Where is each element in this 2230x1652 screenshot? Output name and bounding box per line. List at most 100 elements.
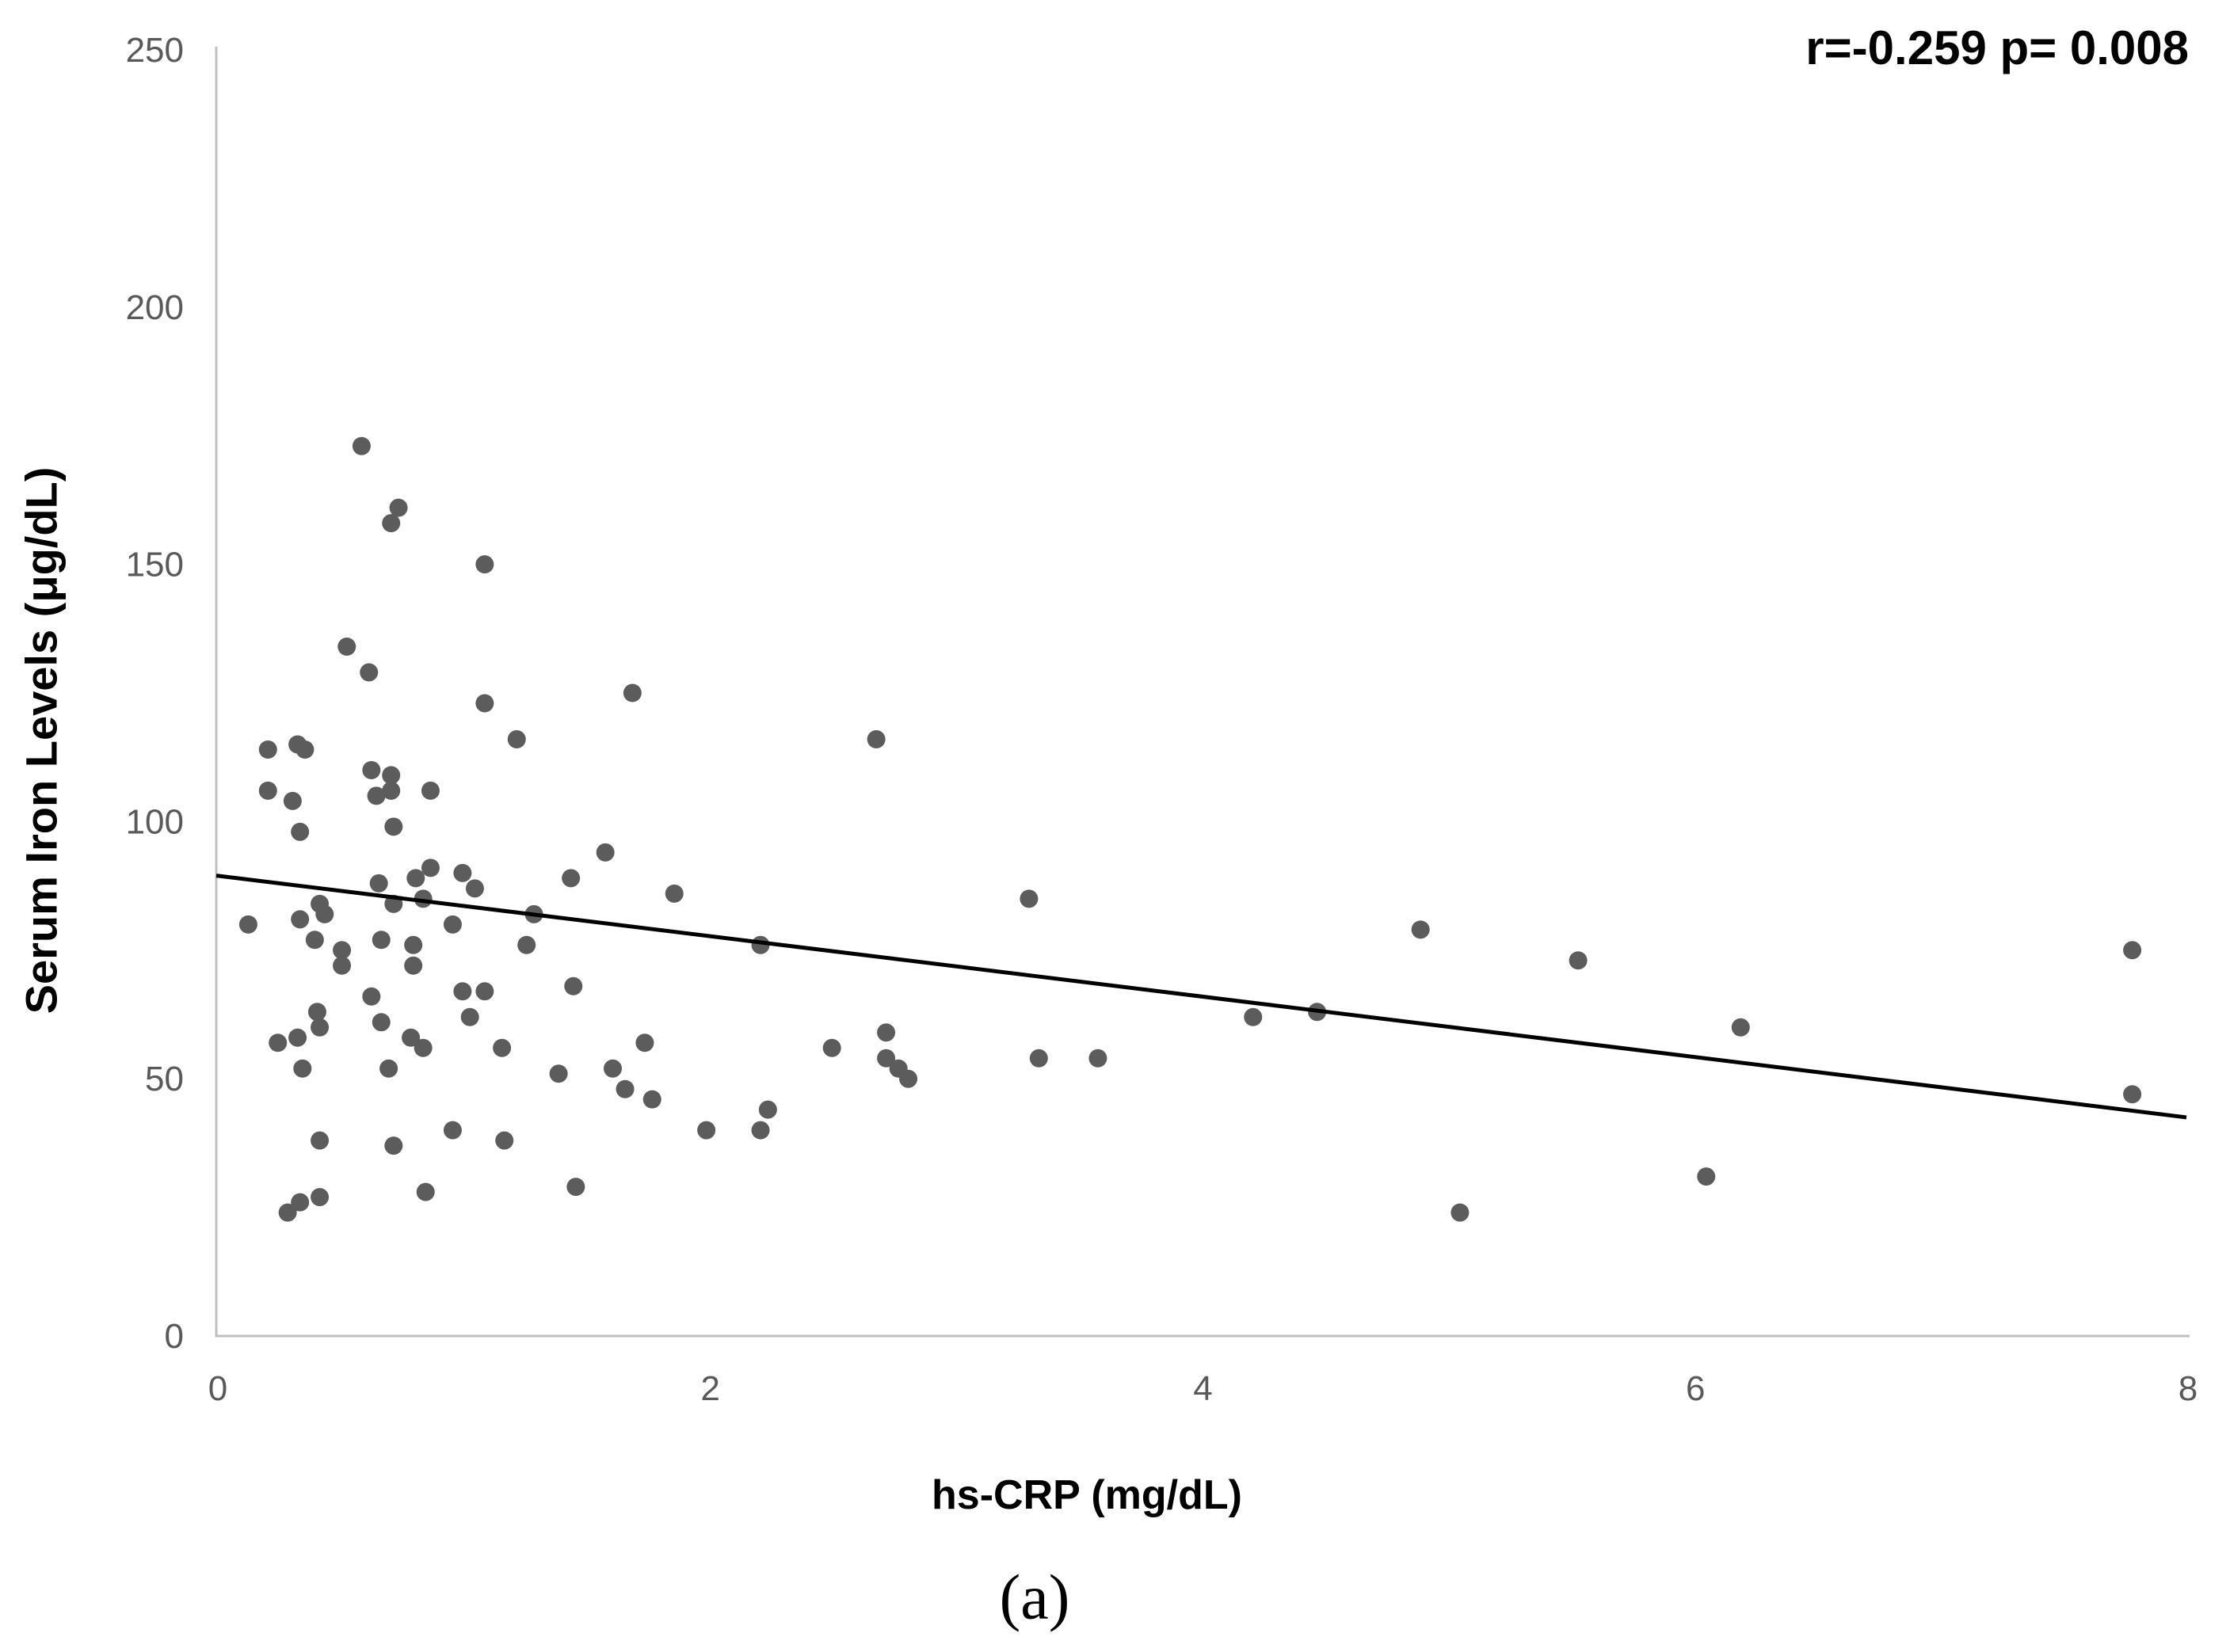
- data-point: [2123, 941, 2142, 960]
- data-point: [369, 874, 388, 893]
- data-point: [1020, 889, 1039, 908]
- data-point: [421, 858, 440, 877]
- subfigure-caption: (a): [999, 1563, 1070, 1633]
- data-point: [291, 1193, 310, 1212]
- data-point: [311, 1131, 330, 1150]
- data-point: [311, 1188, 330, 1207]
- data-point: [623, 683, 642, 702]
- data-point: [283, 791, 302, 810]
- data-point: [258, 740, 277, 759]
- data-point: [517, 935, 536, 954]
- data-point: [1244, 1007, 1263, 1026]
- data-point: [404, 935, 423, 954]
- correlation-annotation: r=-0.259 p= 0.008: [1805, 21, 2189, 74]
- data-point: [367, 786, 386, 805]
- data-point: [562, 869, 581, 888]
- data-point: [269, 1033, 288, 1052]
- data-point: [384, 1136, 403, 1155]
- data-point: [414, 1038, 433, 1057]
- x-tick-label: 8: [2179, 1369, 2198, 1408]
- data-point: [1088, 1049, 1107, 1068]
- x-tick-label: 0: [208, 1369, 227, 1408]
- x-tick-label: 4: [1193, 1369, 1212, 1408]
- x-tick-label: 2: [701, 1369, 720, 1408]
- x-axis-title: hs-CRP (mg/dL): [932, 1472, 1242, 1518]
- y-tick-label: 150: [126, 546, 184, 584]
- data-point: [352, 436, 371, 455]
- data-point: [460, 1007, 479, 1026]
- data-point: [258, 781, 277, 800]
- data-point: [453, 982, 472, 1001]
- data-point: [443, 915, 462, 934]
- data-point: [616, 1079, 635, 1098]
- y-tick-label: 200: [126, 288, 184, 327]
- data-point: [421, 781, 440, 800]
- trend-line: [215, 874, 2187, 1120]
- data-point: [475, 694, 494, 713]
- data-point: [604, 1059, 623, 1078]
- data-point: [307, 1003, 326, 1022]
- data-point: [1569, 951, 1588, 970]
- data-point: [475, 982, 494, 1001]
- data-point: [311, 1018, 330, 1037]
- data-point: [291, 910, 310, 929]
- data-point: [1029, 1049, 1048, 1068]
- data-point: [867, 729, 886, 748]
- data-point: [495, 1131, 514, 1150]
- data-point: [379, 1059, 398, 1078]
- y-tick-label: 100: [126, 802, 184, 841]
- data-point: [465, 879, 484, 898]
- data-point: [475, 555, 494, 574]
- data-point: [293, 1059, 312, 1078]
- data-point: [822, 1038, 841, 1057]
- data-point: [493, 1038, 512, 1057]
- data-point: [877, 1049, 896, 1068]
- data-point: [1411, 920, 1430, 939]
- data-point: [2123, 1085, 2142, 1104]
- data-point: [362, 760, 381, 779]
- data-point: [899, 1069, 918, 1088]
- data-point: [596, 843, 615, 862]
- data-point: [382, 514, 401, 533]
- y-tick-label: 50: [145, 1060, 184, 1098]
- data-point: [697, 1121, 716, 1140]
- data-point: [337, 638, 356, 657]
- data-point: [278, 1203, 297, 1222]
- data-point: [295, 740, 314, 759]
- data-point: [758, 1100, 777, 1119]
- data-point: [384, 817, 403, 836]
- y-tick-label: 0: [165, 1317, 184, 1356]
- data-point: [238, 915, 257, 934]
- data-point: [566, 1178, 585, 1197]
- data-point: [453, 863, 472, 882]
- data-point: [382, 766, 401, 785]
- data-point: [333, 941, 352, 960]
- data-point: [389, 498, 408, 517]
- data-point: [443, 1121, 462, 1140]
- x-tick-label: 6: [1686, 1369, 1705, 1408]
- data-point: [360, 663, 379, 682]
- data-point: [305, 931, 324, 950]
- y-tick-label: 250: [126, 31, 184, 70]
- data-point: [372, 931, 391, 950]
- data-point: [665, 884, 684, 903]
- data-point: [507, 729, 526, 748]
- data-point: [406, 869, 425, 888]
- data-point: [564, 976, 583, 995]
- data-point: [372, 1013, 391, 1032]
- data-point: [1450, 1203, 1470, 1222]
- data-point: [402, 1028, 421, 1047]
- data-point: [315, 904, 334, 923]
- data-point: [877, 1023, 896, 1042]
- data-point: [635, 1033, 654, 1052]
- data-point: [549, 1064, 568, 1083]
- data-point: [751, 1121, 770, 1140]
- data-point: [362, 987, 381, 1006]
- data-point: [416, 1182, 435, 1201]
- data-point: [404, 956, 423, 975]
- data-point: [288, 1028, 307, 1047]
- data-point: [642, 1090, 661, 1109]
- data-point: [333, 956, 352, 975]
